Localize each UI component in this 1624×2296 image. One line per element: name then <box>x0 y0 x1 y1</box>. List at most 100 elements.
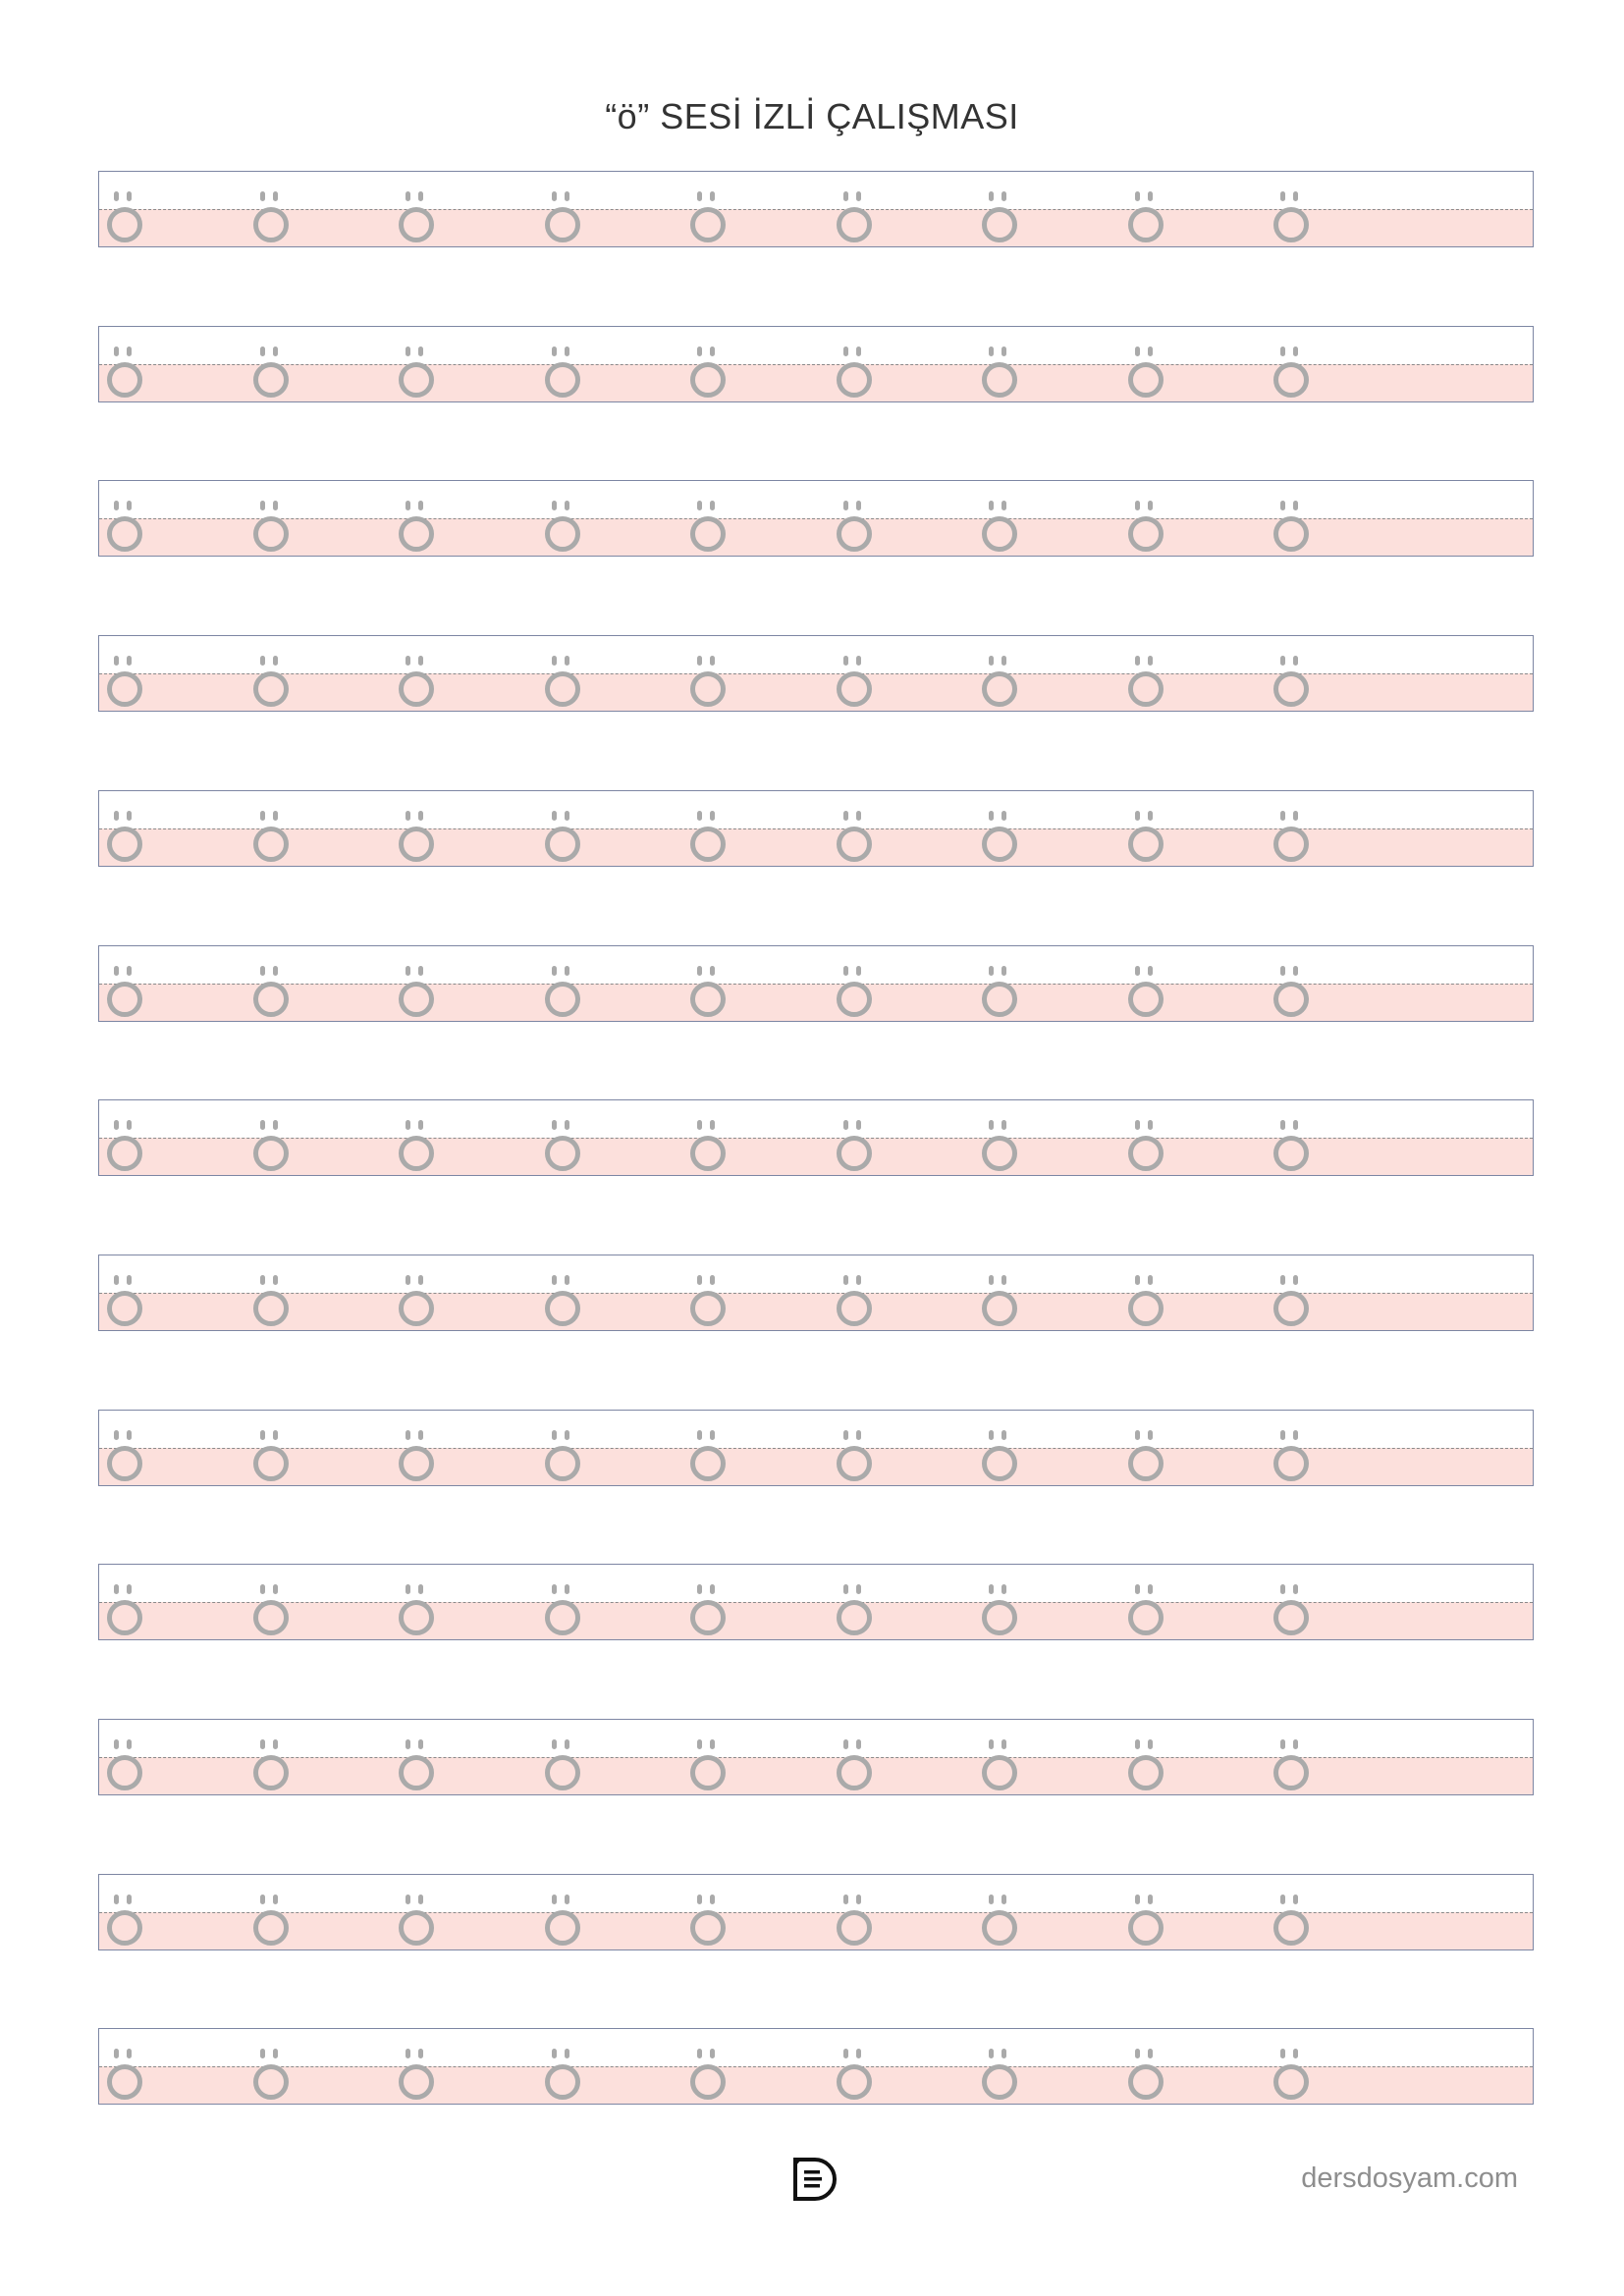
dersdosyam-logo-icon <box>793 2158 837 2201</box>
umlaut-dot <box>710 1120 715 1131</box>
trace-letter-o-umlaut <box>835 2027 874 2101</box>
umlaut-dot <box>855 1739 861 1749</box>
umlaut-dot <box>259 1894 265 1904</box>
letter-o-ring <box>1127 1909 1164 1946</box>
umlaut-dot <box>551 501 557 511</box>
site-url: dersdosyam.com <box>1301 2163 1518 2194</box>
umlaut-dot <box>989 1429 994 1440</box>
trace-letter-o-umlaut <box>835 1563 874 1636</box>
umlaut-dot <box>842 346 848 356</box>
umlaut-dot <box>710 1584 715 1595</box>
writing-line-row <box>98 1719 1534 1795</box>
umlaut-dot <box>842 191 848 201</box>
umlaut-dot <box>1001 2049 1006 2059</box>
trace-letter-o-umlaut <box>543 1873 582 1946</box>
umlaut-dot <box>1280 191 1285 201</box>
umlaut-dot <box>710 501 715 511</box>
trace-letter-o-umlaut <box>251 1254 291 1326</box>
letter-o-ring <box>399 1136 434 1172</box>
letter-o-ring <box>836 671 872 708</box>
trace-letter-o-umlaut <box>1272 1098 1311 1172</box>
umlaut-dot <box>272 1429 278 1440</box>
writing-line-row <box>98 1873 1534 1950</box>
umlaut-dot <box>1134 191 1140 201</box>
umlaut-dot <box>551 1894 557 1904</box>
trace-letter-o-umlaut <box>251 1098 291 1172</box>
umlaut-dot <box>272 1120 278 1131</box>
letter-o-ring <box>982 1600 1017 1636</box>
trace-letter-o-umlaut <box>251 170 291 242</box>
trace-letter-o-umlaut <box>1272 325 1311 398</box>
umlaut-dot <box>842 1429 848 1440</box>
umlaut-dot <box>1280 346 1285 356</box>
umlaut-dot <box>842 656 848 667</box>
umlaut-dot <box>272 1584 278 1595</box>
umlaut-dot <box>259 1739 265 1749</box>
trace-letter-o-umlaut <box>980 1873 1019 1946</box>
umlaut-dot <box>710 1894 715 1904</box>
umlaut-dot <box>1001 810 1006 821</box>
writing-line-row <box>98 479 1534 558</box>
umlaut-dot <box>989 965 994 976</box>
umlaut-dot <box>1147 1739 1153 1749</box>
umlaut-dot <box>989 656 994 667</box>
umlaut-dot <box>710 656 715 667</box>
trace-letter-o-umlaut <box>1126 1873 1165 1946</box>
trace-letter-o-umlaut <box>397 170 436 242</box>
umlaut-dot <box>127 1584 132 1595</box>
letter-o-ring <box>1273 671 1309 708</box>
umlaut-dot <box>127 1894 132 1904</box>
letter-o-ring <box>1273 981 1309 1017</box>
umlaut-dot <box>1001 1429 1006 1440</box>
trace-letter-o-umlaut <box>251 1563 291 1636</box>
umlaut-dot <box>114 1584 119 1595</box>
trace-letter-o-umlaut <box>980 325 1019 398</box>
umlaut-dot <box>418 2049 423 2059</box>
umlaut-dot <box>127 346 132 356</box>
letter-o-ring <box>690 1600 726 1636</box>
trace-letter-o-umlaut <box>543 479 582 553</box>
trace-letter-o-umlaut <box>397 1718 436 1790</box>
umlaut-dot <box>551 1739 557 1749</box>
writing-line-row <box>98 635 1534 713</box>
trace-letter-o-umlaut <box>1126 1409 1165 1481</box>
trace-letter-o-umlaut <box>397 325 436 398</box>
umlaut-dot <box>697 2049 702 2059</box>
letter-o-ring <box>1273 207 1309 242</box>
letter-o-ring <box>107 826 142 862</box>
umlaut-dot <box>1001 1894 1006 1904</box>
umlaut-dot <box>259 965 265 976</box>
letter-o-ring <box>544 516 580 553</box>
letter-o-ring <box>982 1136 1017 1172</box>
writing-line-row <box>98 1098 1534 1177</box>
letter-o-ring <box>544 1600 580 1636</box>
lower-guide-band <box>99 209 1533 246</box>
letter-o-ring <box>107 671 142 708</box>
letter-o-ring <box>836 1445 872 1481</box>
umlaut-dot <box>1134 1739 1140 1749</box>
umlaut-dot <box>1293 346 1298 356</box>
umlaut-dot <box>272 1274 278 1285</box>
trace-letter-o-umlaut <box>543 1409 582 1481</box>
umlaut-dot <box>406 965 410 976</box>
umlaut-dot <box>989 501 994 511</box>
trace-letter-o-umlaut <box>397 479 436 553</box>
umlaut-dot <box>551 656 557 667</box>
letter-o-ring <box>1127 1600 1164 1636</box>
letter-o-ring <box>544 1445 580 1481</box>
lower-guide-band <box>99 2066 1533 2105</box>
letter-o-ring <box>252 1755 289 1790</box>
letter-o-ring <box>836 516 872 553</box>
umlaut-dot <box>564 2049 569 2059</box>
umlaut-dot <box>114 1274 119 1285</box>
letter-o-ring <box>690 361 726 398</box>
umlaut-dot <box>1134 1120 1140 1131</box>
umlaut-dot <box>418 1429 423 1440</box>
letter-o-ring <box>690 207 726 242</box>
trace-letter-o-umlaut <box>105 170 144 242</box>
umlaut-dot <box>710 965 715 976</box>
letter-o-ring <box>690 1909 726 1946</box>
trace-letter-o-umlaut <box>1126 2027 1165 2101</box>
letter-o-ring <box>399 1600 434 1636</box>
letter-o-ring <box>690 1755 726 1790</box>
